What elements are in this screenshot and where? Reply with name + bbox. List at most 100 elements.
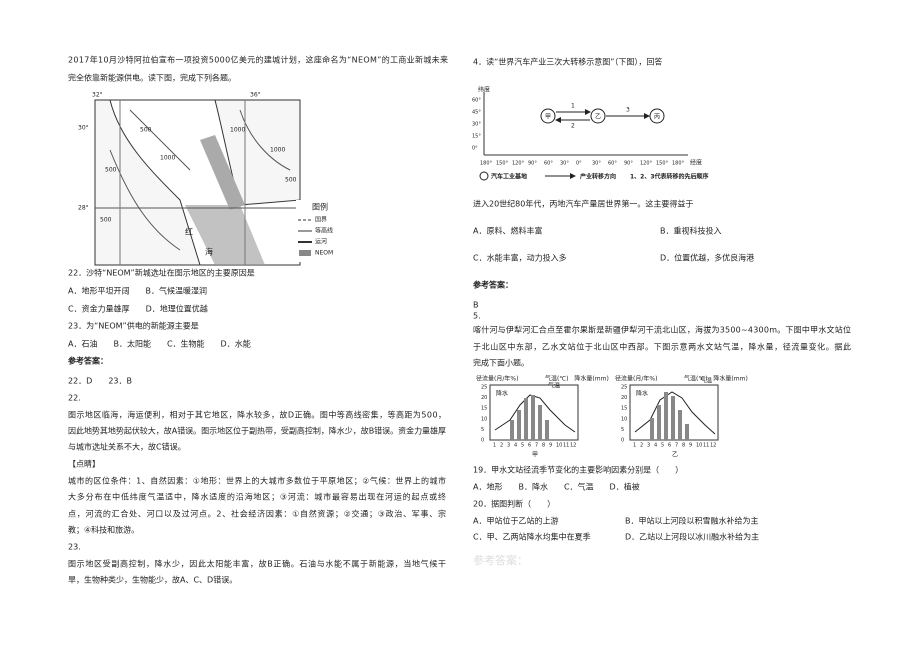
question: 4．读“世界汽车产业三次大转移示意图”（下图），回答: [473, 57, 662, 67]
option: C．甲、乙两站降水均集中在夏季: [473, 532, 591, 542]
option: A．甲站位于乙站的上游: [473, 516, 558, 526]
arrow-label: 2: [571, 123, 575, 130]
option: C．资金力量雄厚 D．地理位置优越: [68, 304, 208, 314]
month-label: 8: [682, 443, 685, 449]
legend-item: 1、2、3代表转移的先后顺序: [630, 173, 709, 181]
axis-label: 纬度: [478, 86, 490, 94]
lon-label: 90°: [528, 161, 537, 167]
lat-label: 60°: [472, 98, 481, 104]
legend-item: NEOM: [315, 250, 333, 257]
month-label: 5: [521, 443, 524, 449]
lat-label: 30°: [472, 122, 481, 128]
contour-label: 1000: [230, 127, 245, 134]
y-tick-label: 0: [481, 438, 484, 444]
tip: 城市的区位条件：1、自然因素：①地形：世界上的大城市多数位于平原地区；②气候：世…: [68, 476, 446, 486]
map-lat: 30°: [78, 125, 89, 132]
tip-title: 【点睛】: [68, 459, 100, 469]
lon-label: 150°: [496, 161, 509, 167]
month-label: 10: [696, 443, 702, 449]
node: 丙: [654, 114, 660, 121]
answer-title: 参考答案：: [67, 356, 108, 366]
month-label: 4: [514, 443, 517, 449]
question: 20．据图判断（ ）: [473, 499, 555, 509]
passage: 完成下面小题。: [473, 358, 529, 368]
explain: 旱，生物种类少，生物能少，故A、C、D错误。: [68, 575, 237, 585]
month-label: 11: [563, 443, 569, 449]
legend-item: 国界: [315, 217, 327, 224]
contour-label: 500: [100, 217, 112, 224]
chart-legend: 气温: [700, 377, 712, 385]
chart-label: 径流量(月/年%): [476, 375, 518, 383]
explain: 因此地势其地势起伏较大，故A错误。图示地区位于副热带，受副高控制，降水少，故B错…: [68, 426, 446, 436]
lon-label: 30°: [560, 161, 569, 167]
passage: 于北山区中东部，乙水文站位于北山区中西部。下图示意两水文站气温，降水量，径流量变…: [473, 342, 851, 352]
transfer-diagram: [479, 92, 688, 181]
y-tick-label: 15: [481, 406, 487, 412]
month-label: 3: [507, 443, 510, 449]
question: 19．甲水文站径流季节变化的主要影响因素分别是（ ）: [473, 465, 683, 475]
month-label: 12: [710, 443, 716, 449]
text: 2017年10月沙特阿拉伯宣布一项投资5000亿美元的建城计划，这座命名为“NE…: [67, 55, 851, 585]
map-lon: 32°: [92, 92, 103, 99]
sea-label: 海: [205, 247, 213, 257]
chart-legend: 降水: [496, 390, 508, 398]
lon-label: 90°: [624, 161, 633, 167]
month-label: 11: [703, 443, 709, 449]
map-lat: 28°: [78, 205, 89, 212]
option: D．位置优越，多优良海港: [660, 253, 754, 263]
y-tick-label: 0: [621, 438, 624, 444]
y-tick-label: 5: [481, 427, 484, 433]
contour-label: 500: [140, 127, 152, 134]
y-tick-label: 25: [481, 385, 487, 391]
month-label: 7: [675, 443, 678, 449]
lon-label: 180°: [480, 161, 493, 167]
legend-item: 产业转移方向: [580, 173, 616, 181]
arrow-label: 3: [626, 107, 630, 114]
option: A．地形 B．降水 C．气温 D．植被: [473, 482, 640, 492]
y-tick-label: 10: [481, 416, 487, 422]
month-label: 4: [654, 443, 657, 449]
map-lon: 36°: [250, 92, 261, 99]
y-tick-label: 20: [621, 395, 627, 401]
answers: 22．D 23．B: [68, 377, 132, 386]
tip: 大多分布在中低纬度气温适中，降水适度的沿海地区；③河流：城市最容易出现在河运的起…: [68, 492, 446, 502]
month-label: 3: [647, 443, 650, 449]
month-label: 8: [542, 443, 545, 449]
intro: 完全依靠新能源供电。读下图，完成下列各题。: [68, 73, 236, 83]
contour-label: 500: [285, 177, 297, 184]
intro: 2017年10月沙特阿拉伯宣布一项投资5000亿美元的建城计划，这座命名为“NE…: [68, 55, 448, 65]
month-label: 2: [640, 443, 643, 449]
answer-title: 参考答案：: [472, 280, 513, 290]
option: B．甲站以上河段以积雪融水补给为主: [625, 516, 759, 526]
lat-label: 0°: [472, 146, 478, 152]
tip: 点，河流的汇合处、河口以及过河点。2、社会经济因素：①自然资源；②交通；③政治、…: [68, 509, 446, 519]
y-tick-label: 20: [481, 395, 487, 401]
chart-name: 乙: [672, 452, 678, 459]
sea-label: 红: [185, 227, 193, 237]
month-label: 6: [668, 443, 671, 449]
month-label: 10: [556, 443, 562, 449]
lon-label: 180°: [672, 161, 685, 167]
month-label: 1: [633, 443, 636, 449]
lon-label: 60°: [544, 161, 553, 167]
month-label: 5: [661, 443, 664, 449]
question: 23．为“NEOM”供电的新能源主要是: [68, 321, 199, 331]
hydro-charts: [489, 384, 719, 441]
chart-legend: 气温: [548, 382, 560, 390]
explain: 图示地区临海，海运便利，相对于其它地区，降水较多，故D正确。图中等高线密集，等高…: [68, 410, 446, 420]
month-label: 7: [535, 443, 538, 449]
arrow-label: 1: [571, 103, 575, 110]
explain: 与城市选址关系不大，故C错误。: [68, 442, 186, 452]
question: 进入20世纪80年代，丙地汽车产量居世界第一。这主要得益于: [473, 199, 693, 209]
question-no: 5.: [473, 312, 481, 321]
map: [94, 99, 360, 266]
y-tick-label: 5: [621, 427, 624, 433]
y-tick-label: 15: [621, 406, 627, 412]
chart-name: 甲: [532, 452, 538, 459]
axis-label: 经度: [690, 159, 702, 167]
chart-label: 气温(℃) 降水量(mm): [545, 375, 609, 383]
y-tick-label: 25: [621, 385, 627, 391]
lon-label: 150°: [656, 161, 669, 167]
question: 22．沙特“NEOM”新城选址在图示地区的主要原因是: [68, 268, 255, 278]
month-label: 9: [549, 443, 552, 449]
